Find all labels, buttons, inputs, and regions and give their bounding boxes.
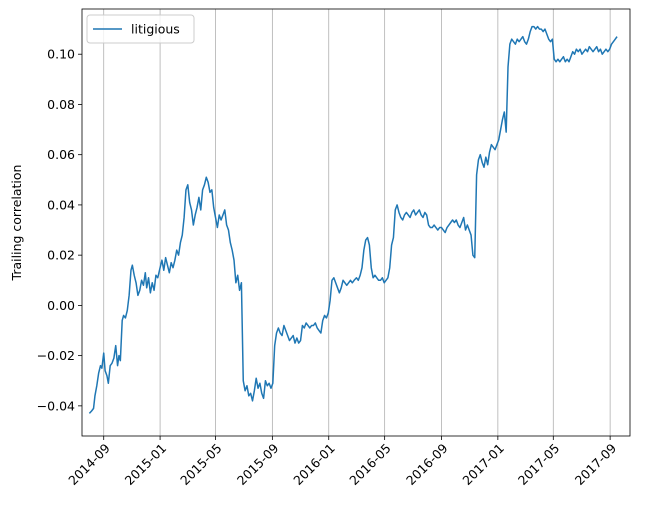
y-tick-label: −0.02 bbox=[37, 348, 75, 363]
plot-area-frame bbox=[81, 8, 631, 437]
y-tick-label: 0.04 bbox=[47, 197, 75, 212]
y-tick-label: 0.10 bbox=[47, 47, 75, 62]
legend-box bbox=[86, 14, 195, 44]
y-axis-label: Trailing correlation bbox=[9, 165, 24, 282]
y-tick-label: 0.08 bbox=[47, 97, 75, 112]
x-grid bbox=[103, 9, 611, 436]
y-tick-label: 0.06 bbox=[47, 147, 75, 162]
y-axis: −0.04 −0.02 0.00 0.02 0.04 0.06 0.08 0.10 bbox=[37, 47, 82, 413]
legend: litigious bbox=[86, 14, 195, 44]
series-layer bbox=[88, 25, 618, 414]
y-tick-label: 0.00 bbox=[47, 298, 75, 313]
legend-label-litigious: litigious bbox=[131, 22, 180, 37]
series-line-litigious bbox=[88, 25, 618, 414]
y-tick-label: 0.02 bbox=[47, 248, 75, 263]
y-tick-label: −0.04 bbox=[37, 398, 75, 413]
